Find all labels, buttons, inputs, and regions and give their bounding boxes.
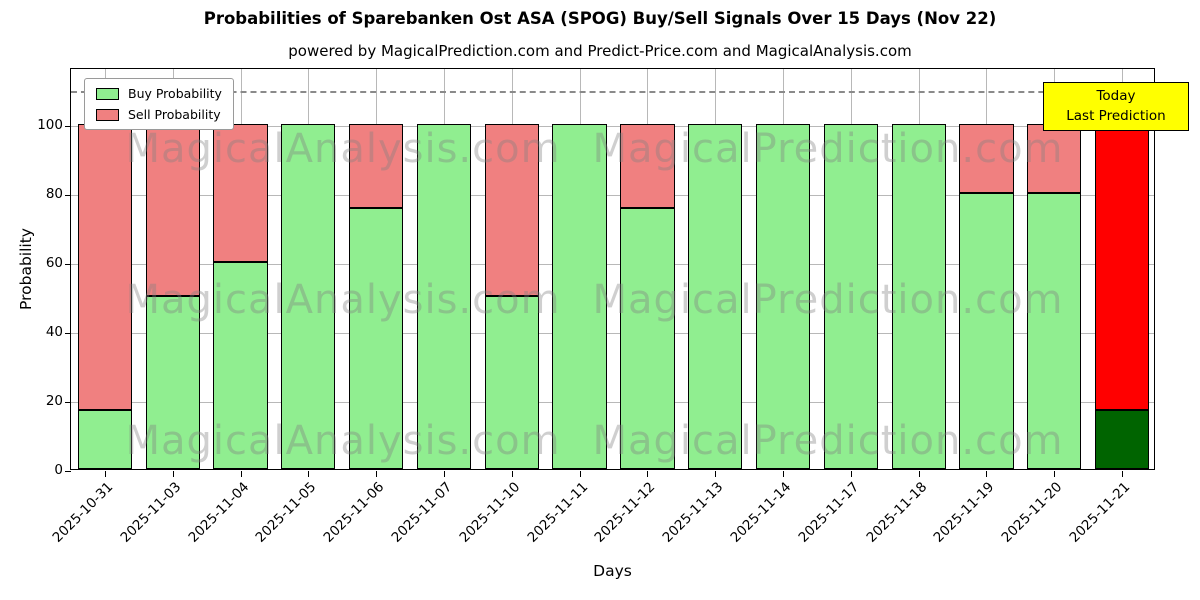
- bar-segment-buy: [1094, 410, 1150, 469]
- plot-area: Buy Probability Sell Probability Today L…: [37, 68, 1189, 546]
- x-tick: [1054, 471, 1056, 477]
- bar-segment-sell: [1027, 123, 1082, 193]
- x-tick: [918, 471, 920, 477]
- watermark-text: MagicalPrediction.com: [592, 277, 1064, 323]
- x-tick: [511, 471, 513, 477]
- y-tick-label: 40: [45, 323, 63, 340]
- bar-segment-buy: [145, 296, 200, 469]
- bar-segment-sell: [213, 123, 268, 262]
- bar-segment-buy: [552, 123, 607, 469]
- bar-segment-buy: [416, 123, 472, 469]
- watermark-text: MagicalPrediction.com: [592, 418, 1064, 464]
- bar-segment-buy: [349, 208, 404, 469]
- bar-segment-buy: [1027, 192, 1082, 469]
- today-annotation-line2: Last Prediction: [1066, 108, 1166, 125]
- bar-segment-buy: [484, 296, 539, 469]
- legend-item-sell: Sell Probability: [96, 107, 222, 122]
- x-tick: [783, 471, 785, 477]
- bar-segment-sell: [145, 123, 200, 297]
- y-gridline: [71, 263, 1154, 265]
- y-tick-label: 80: [45, 185, 63, 202]
- y-tick-label: 100: [37, 116, 63, 133]
- y-gridline: [71, 401, 1154, 403]
- x-tick: [850, 471, 852, 477]
- watermark-text: MagicalAnalysis.com: [125, 277, 561, 323]
- x-tick: [986, 471, 988, 477]
- bar-segment-sell: [484, 123, 539, 297]
- y-gridline: [71, 194, 1154, 196]
- bar-segment-buy: [77, 410, 133, 469]
- x-tick: [443, 471, 445, 477]
- today-annotation-line1: Today: [1096, 88, 1136, 104]
- bar-segment-buy: [823, 123, 878, 469]
- x-tick: [104, 471, 106, 477]
- x-tick: [1122, 471, 1124, 477]
- legend-item-buy: Buy Probability: [96, 86, 222, 101]
- x-tick: [172, 471, 174, 477]
- y-tick: [65, 401, 71, 403]
- y-tick-label: 20: [45, 392, 63, 409]
- y-tick: [65, 194, 71, 196]
- x-tick: [308, 471, 310, 477]
- bar-segment-buy: [281, 123, 336, 469]
- y-gridline: [71, 125, 1154, 127]
- watermark-text: MagicalPrediction.com: [592, 126, 1064, 172]
- bar-segment-sell: [349, 123, 404, 209]
- x-tick: [240, 471, 242, 477]
- bar-segment-sell: [1094, 123, 1150, 411]
- bar-segment-buy: [891, 123, 946, 469]
- x-tick: [376, 471, 378, 477]
- bar-segment-buy: [959, 192, 1014, 469]
- legend-label-buy: Buy Probability: [128, 86, 222, 101]
- bar-segment-sell: [959, 123, 1014, 193]
- y-tick: [65, 263, 71, 265]
- bar-segment-buy: [755, 123, 811, 469]
- watermark-text: MagicalAnalysis.com: [125, 418, 561, 464]
- legend: Buy Probability Sell Probability: [84, 78, 234, 130]
- bar-segment-buy: [213, 261, 268, 469]
- y-tick: [65, 332, 71, 334]
- bar-segment-sell: [620, 123, 675, 209]
- buy-swatch: [96, 87, 119, 100]
- y-gridline: [71, 332, 1154, 334]
- x-axis-label: Days: [593, 562, 632, 580]
- y-tick: [65, 125, 71, 127]
- sell-swatch: [96, 108, 119, 121]
- y-tick-label: 0: [54, 462, 63, 478]
- bar-segment-buy: [688, 123, 743, 469]
- chart-subtitle: powered by MagicalPrediction.com and Pre…: [288, 42, 912, 60]
- y-tick: [65, 471, 71, 472]
- chart-title: Probabilities of Sparebanken Ost ASA (SP…: [203, 9, 997, 28]
- bar-segment-sell: [77, 123, 133, 411]
- threshold-dashed-line: [71, 91, 1154, 94]
- x-tick: [579, 471, 581, 477]
- today-annotation: Today Last Prediction: [1043, 82, 1189, 131]
- x-tick: [647, 471, 649, 477]
- watermark-text: MagicalAnalysis.com: [125, 126, 561, 172]
- legend-label-sell: Sell Probability: [128, 107, 221, 122]
- y-tick-label: 60: [45, 254, 63, 271]
- bar-segment-buy: [620, 208, 675, 469]
- x-tick: [715, 471, 717, 477]
